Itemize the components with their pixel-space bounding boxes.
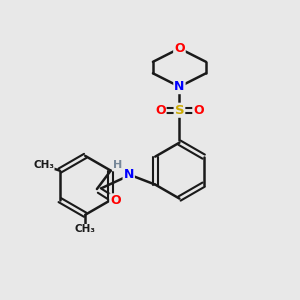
Text: O: O: [155, 104, 166, 117]
Text: O: O: [193, 104, 204, 117]
Text: CH₃: CH₃: [75, 224, 96, 235]
Text: N: N: [124, 168, 134, 181]
Text: S: S: [175, 104, 184, 117]
Text: O: O: [110, 194, 121, 207]
Text: CH₃: CH₃: [33, 160, 54, 170]
Text: H: H: [113, 160, 122, 170]
Text: N: N: [174, 80, 184, 93]
Text: O: O: [174, 42, 185, 55]
